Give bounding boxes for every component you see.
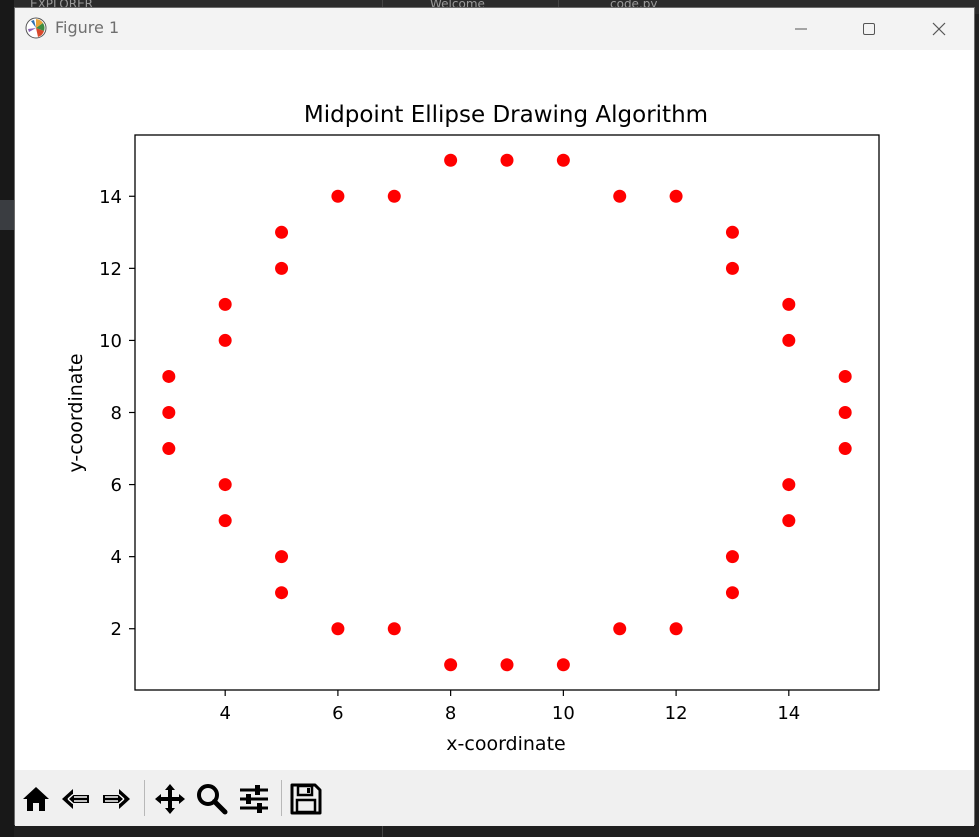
data-point [838, 406, 852, 419]
toolbar-separator [281, 780, 282, 816]
y-tick-label: 2 [111, 619, 122, 640]
data-point [275, 261, 289, 275]
background-tab-welcome: Welcome [430, 0, 485, 11]
data-point [275, 225, 289, 239]
forward-icon [103, 789, 130, 809]
data-point [782, 333, 796, 347]
close-icon [932, 22, 946, 36]
data-point [218, 478, 232, 492]
data-point [444, 153, 458, 167]
data-point [725, 261, 739, 275]
data-point [162, 442, 176, 456]
background-activity-bar [0, 0, 14, 837]
x-tick-label: 8 [445, 703, 456, 724]
data-point [331, 189, 345, 203]
data-point [387, 622, 401, 636]
data-point [275, 550, 289, 564]
forward-button[interactable] [99, 782, 133, 816]
data-point [500, 658, 514, 672]
data-point [782, 478, 796, 492]
data-point [331, 622, 345, 636]
data-point [669, 622, 683, 636]
y-tick-label: 8 [111, 403, 122, 424]
scatter-chart: Midpoint Ellipse Drawing Algorithm 4 6 8 10… [65, 102, 880, 755]
toolbar-separator [144, 780, 145, 816]
x-tick-label: 6 [332, 703, 343, 724]
y-axis-label: y-coordinate [65, 353, 87, 472]
zoom-icon [197, 784, 228, 815]
data-point [725, 586, 739, 600]
data-point [782, 514, 796, 528]
close-button[interactable] [916, 8, 962, 50]
data-point [218, 297, 232, 311]
background-divider [382, 823, 383, 837]
window-title: Figure 1 [55, 18, 120, 37]
x-tick-label: 14 [777, 703, 800, 724]
data-point [838, 442, 852, 456]
x-axis-label: x-coordinate [446, 733, 565, 755]
data-point [613, 189, 627, 203]
data-point [838, 369, 852, 383]
home-icon [23, 787, 49, 811]
data-point [218, 333, 232, 347]
background-tab-explorer: EXPLORER [30, 0, 93, 11]
save-button[interactable] [289, 782, 323, 816]
data-point [387, 189, 401, 203]
data-point [669, 189, 683, 203]
y-tick-label: 6 [111, 475, 122, 496]
configure-subplots-button[interactable] [237, 782, 271, 816]
y-tick-label: 14 [99, 187, 122, 208]
navigation-toolbar [15, 770, 974, 826]
data-point [556, 153, 570, 167]
maximize-button[interactable] [846, 8, 892, 50]
zoom-button[interactable] [195, 782, 229, 816]
minimize-button[interactable] [778, 8, 824, 50]
data-point [218, 514, 232, 528]
scatter-series [162, 153, 852, 672]
plot-area [134, 134, 880, 691]
matplotlib-app-icon [25, 17, 47, 39]
maximize-icon [863, 23, 875, 35]
figure-window: Figure 1 Midpoint Ellipse Drawing Algori… [14, 7, 975, 826]
figure-canvas[interactable]: Midpoint Ellipse Drawing Algorithm 4 6 8 10… [15, 50, 974, 770]
y-axis: 2 4 6 8 10 12 14 [99, 187, 135, 640]
chart-title: Midpoint Ellipse Drawing Algorithm [304, 102, 708, 128]
y-tick-label: 12 [99, 259, 122, 280]
x-tick-label: 12 [665, 703, 688, 724]
back-button[interactable] [59, 782, 93, 816]
pan-button[interactable] [153, 782, 187, 816]
data-point [782, 297, 796, 311]
x-axis: 4 6 8 10 12 14 [219, 690, 800, 724]
data-point [275, 586, 289, 600]
data-point [613, 622, 627, 636]
minimize-icon [795, 28, 807, 30]
back-icon [62, 789, 89, 809]
data-point [162, 406, 176, 419]
home-button[interactable] [19, 782, 53, 816]
data-point [444, 658, 458, 672]
x-tick-label: 10 [552, 703, 575, 724]
x-tick-label: 4 [219, 703, 230, 724]
data-point [556, 658, 570, 672]
data-point [725, 550, 739, 564]
y-tick-label: 4 [111, 547, 122, 568]
pan-icon [155, 784, 185, 814]
data-point [500, 153, 514, 167]
y-tick-label: 10 [99, 331, 122, 352]
background-tab-code: code.py [610, 0, 658, 11]
data-point [725, 225, 739, 239]
configure-subplots-icon [240, 785, 268, 813]
title-bar[interactable]: Figure 1 [15, 8, 974, 50]
save-icon [290, 783, 322, 815]
background-selected-item [0, 200, 14, 230]
data-point [162, 369, 176, 383]
